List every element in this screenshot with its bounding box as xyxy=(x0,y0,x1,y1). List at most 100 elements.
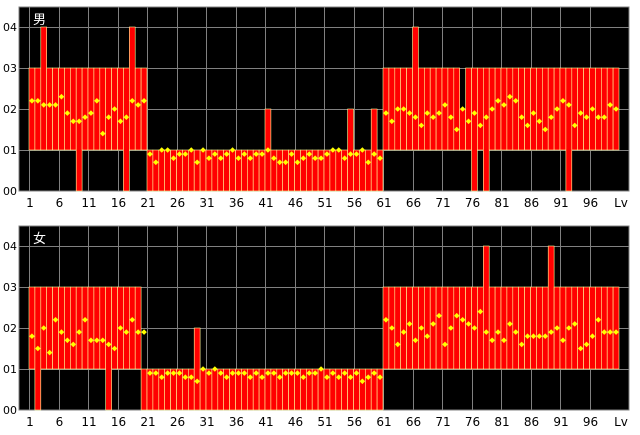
data-point xyxy=(271,155,277,161)
data-point xyxy=(412,114,419,120)
data-point xyxy=(105,341,112,348)
data-bar xyxy=(595,286,602,370)
data-point xyxy=(52,102,59,108)
data-point xyxy=(347,374,354,380)
data-point xyxy=(524,122,531,129)
data-point xyxy=(571,122,578,129)
data-bar xyxy=(524,286,531,370)
data-bar xyxy=(370,108,378,192)
data-point xyxy=(495,98,501,104)
data-bar xyxy=(382,286,390,370)
data-point xyxy=(35,98,41,104)
data-point xyxy=(117,325,124,331)
data-point xyxy=(400,106,407,112)
data-bar xyxy=(140,67,148,151)
data-point xyxy=(111,345,118,352)
data-point xyxy=(276,159,283,166)
data-bar xyxy=(335,149,342,192)
data-bar xyxy=(500,67,508,151)
data-point xyxy=(359,378,366,385)
data-point xyxy=(141,98,147,104)
data-point xyxy=(365,159,372,166)
data-point xyxy=(353,370,360,376)
data-point xyxy=(335,374,342,380)
x-tick-label: 6 xyxy=(56,415,64,429)
data-point xyxy=(235,370,242,376)
data-point xyxy=(288,151,295,157)
data-point xyxy=(58,93,65,100)
data-point xyxy=(383,110,389,116)
data-point xyxy=(601,329,608,335)
y-tick-label: 04 xyxy=(3,240,17,253)
data-bar xyxy=(506,286,514,370)
data-point xyxy=(217,155,224,161)
x-tick-label: 36 xyxy=(229,415,244,429)
data-point xyxy=(312,155,318,161)
data-point xyxy=(595,114,602,120)
data-bar xyxy=(441,286,449,370)
data-bar xyxy=(565,67,573,192)
data-point xyxy=(129,98,136,104)
data-point xyxy=(554,325,560,331)
data-bar xyxy=(571,286,578,370)
x-tick-label: 31 xyxy=(199,196,214,210)
data-bar xyxy=(34,67,42,151)
data-point xyxy=(259,374,265,380)
x-tick-label: 86 xyxy=(524,415,539,429)
data-bar xyxy=(547,67,555,151)
data-bar xyxy=(359,368,366,411)
data-point xyxy=(330,147,336,153)
data-point xyxy=(477,308,484,315)
data-bar xyxy=(536,67,543,151)
data-point xyxy=(501,102,507,108)
chart-title: 女 xyxy=(33,231,46,247)
data-bar xyxy=(530,286,537,370)
data-bar xyxy=(70,67,77,151)
x-tick-label: 51 xyxy=(317,196,332,210)
data-point xyxy=(607,102,613,108)
y-tick-label: 02 xyxy=(3,103,17,116)
data-bar xyxy=(482,67,490,192)
data-bar xyxy=(317,368,325,411)
data-point xyxy=(430,114,436,120)
data-bar xyxy=(123,286,130,370)
data-bar xyxy=(193,149,201,192)
data-bar xyxy=(435,67,443,151)
data-bar xyxy=(595,67,602,151)
data-point xyxy=(265,147,271,153)
data-bar xyxy=(459,286,466,370)
data-bar xyxy=(229,149,236,192)
data-point xyxy=(276,374,283,380)
data-point xyxy=(318,155,324,161)
data-bar xyxy=(276,149,283,192)
data-point xyxy=(583,114,590,120)
data-point xyxy=(64,110,71,116)
data-bar xyxy=(423,67,431,151)
data-point xyxy=(164,147,171,153)
data-bar xyxy=(429,286,437,370)
x-tick-label: 41 xyxy=(258,415,273,429)
data-bar xyxy=(164,149,171,192)
data-point xyxy=(359,147,366,153)
data-point xyxy=(153,370,159,376)
data-point xyxy=(288,370,295,376)
data-point xyxy=(418,325,425,331)
data-point xyxy=(229,147,236,153)
data-point xyxy=(147,370,153,376)
data-point xyxy=(306,151,313,157)
data-point xyxy=(353,151,360,157)
data-bar xyxy=(87,286,95,370)
x-tick-label: 46 xyxy=(288,415,303,429)
data-point xyxy=(512,98,519,104)
data-point xyxy=(566,102,572,108)
data-point xyxy=(518,114,525,120)
data-point xyxy=(200,147,206,153)
data-bar xyxy=(612,286,620,370)
data-bar xyxy=(359,149,366,192)
data-point xyxy=(76,118,82,125)
data-point xyxy=(335,147,342,153)
data-bar xyxy=(364,149,372,192)
data-bar xyxy=(123,67,130,192)
data-point xyxy=(176,370,183,376)
data-point xyxy=(542,333,549,339)
